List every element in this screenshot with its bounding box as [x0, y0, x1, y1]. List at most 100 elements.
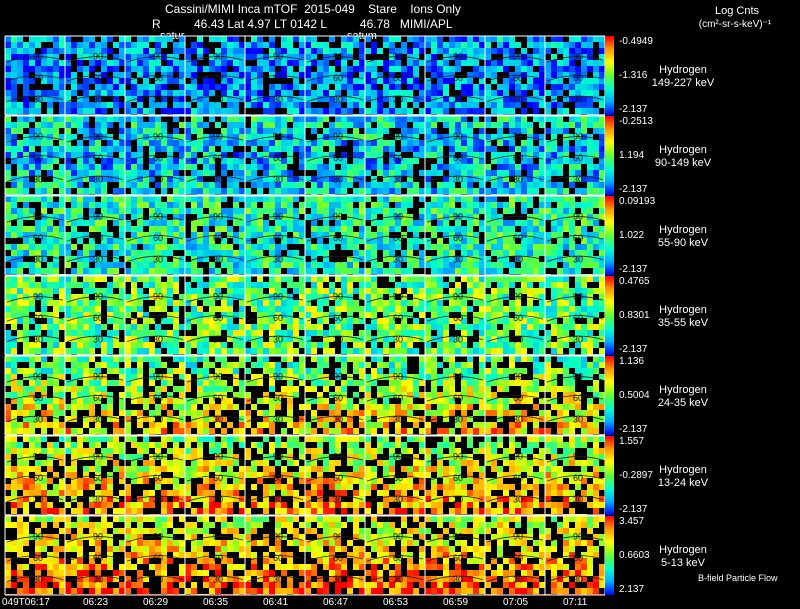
energy-row-2: 90 60 30 90 60 30 90 60 30 90 60 30 90 60 30 90 60 30 90 60…	[4, 195, 614, 276]
pitch-angle-contours	[186, 296, 244, 342]
contour-label: 60	[573, 473, 583, 483]
pitch-angle-contours	[246, 136, 304, 182]
image-panel	[485, 196, 545, 275]
contour-label: 90	[273, 372, 283, 382]
contour-label: 30	[273, 174, 283, 184]
contour-label: 30	[213, 94, 223, 104]
pitch-angle-contours	[366, 376, 424, 422]
contour-label: 60	[393, 313, 403, 323]
contour-label: 90	[333, 212, 343, 222]
pitch-angle-contours	[546, 216, 604, 262]
contour-label: 60	[513, 393, 523, 403]
contour-label: 60	[393, 393, 403, 403]
contour-label: 60	[33, 73, 43, 83]
contour-label: 90	[93, 372, 103, 382]
image-panel	[305, 276, 365, 355]
contour-label: 60	[33, 553, 43, 563]
time-tick-label: 06:35	[203, 597, 229, 608]
image-panel	[545, 516, 605, 595]
pitch-angle-contours	[366, 536, 424, 582]
energy-range-label: 35-55 keV	[657, 317, 709, 329]
image-panel	[365, 196, 425, 275]
contour-label: 30	[93, 574, 103, 584]
contour-label: 90	[273, 292, 283, 302]
contour-label: 60	[333, 473, 343, 483]
pitch-angle-contours	[6, 536, 64, 582]
contour-label: 90	[393, 52, 403, 62]
species-label: Hydrogen	[659, 224, 707, 236]
pitch-angle-contours	[186, 536, 244, 582]
contour-label: 30	[213, 174, 223, 184]
pitch-angle-contours	[186, 216, 244, 262]
contour-label: 90	[33, 372, 43, 382]
contour-label: 90	[153, 292, 163, 302]
contour-label: 90	[453, 292, 463, 302]
colorbar-max-label: -0.2513	[619, 116, 653, 127]
contour-label: 90	[333, 532, 343, 542]
image-panel	[365, 436, 425, 515]
contour-label: 60	[273, 233, 283, 243]
contour-label: 30	[333, 334, 343, 344]
pitch-angle-contours	[486, 136, 544, 182]
contour-label: 90	[33, 52, 43, 62]
contour-label: 90	[393, 372, 403, 382]
contour-label: 60	[273, 153, 283, 163]
pitch-angle-contours	[66, 56, 124, 102]
contour-label: 60	[513, 153, 523, 163]
energy-range-label: 13-24 keV	[657, 477, 709, 489]
contour-label: 60	[573, 393, 583, 403]
species-label: Hydrogen	[659, 544, 707, 556]
image-panel	[125, 436, 185, 515]
contour-label: 90	[573, 292, 583, 302]
image-panel	[5, 436, 65, 515]
colorbar	[605, 276, 614, 355]
contour-label: 60	[453, 153, 463, 163]
contour-label: 30	[33, 414, 43, 424]
contour-label: 60	[33, 233, 43, 243]
contour-label: 60	[33, 313, 43, 323]
contour-label: 90	[213, 212, 223, 222]
contour-label: 30	[153, 414, 163, 424]
contour-label: 30	[333, 414, 343, 424]
contour-label: 90	[513, 132, 523, 142]
contour-label: 30	[153, 94, 163, 104]
contour-label: 30	[453, 334, 463, 344]
contour-label: 30	[333, 494, 343, 504]
pitch-angle-contours	[6, 56, 64, 102]
contour-label: 90	[93, 212, 103, 222]
contour-label: 90	[453, 452, 463, 462]
pitch-angle-contours	[426, 376, 484, 422]
pitch-angle-contours	[66, 216, 124, 262]
pitch-angle-contours	[426, 56, 484, 102]
contour-label: 60	[453, 233, 463, 243]
pitch-angle-contours	[66, 296, 124, 342]
contour-label: 30	[33, 574, 43, 584]
contour-label: 30	[453, 94, 463, 104]
image-panel	[5, 276, 65, 355]
contour-label: 30	[273, 254, 283, 264]
colorbar-max-label: 3.457	[619, 516, 645, 527]
contour-label: 30	[33, 94, 43, 104]
contour-label: 90	[213, 132, 223, 142]
colorbar-min-label: -2.137	[619, 184, 648, 195]
colorbar-max-label: -0.4949	[619, 36, 653, 47]
contour-label: 30	[153, 174, 163, 184]
contour-label: 90	[153, 372, 163, 382]
colorbar-min-label: -2.137	[619, 104, 648, 115]
contour-label: 90	[153, 212, 163, 222]
contour-label: 30	[33, 174, 43, 184]
contour-label: 30	[213, 414, 223, 424]
contour-label: 90	[393, 212, 403, 222]
contour-label: 60	[333, 233, 343, 243]
contour-label: 90	[153, 452, 163, 462]
pitch-angle-contours	[366, 456, 424, 502]
contour-label: 60	[213, 313, 223, 323]
contour-label: 90	[33, 212, 43, 222]
contour-label: 60	[273, 393, 283, 403]
time-tick-label: 06:41	[263, 597, 289, 608]
image-panel	[485, 116, 545, 195]
contour-label: 30	[573, 574, 583, 584]
pitch-angle-contours	[306, 376, 364, 422]
contour-label: 90	[273, 132, 283, 142]
pitch-angle-contours	[126, 296, 184, 342]
